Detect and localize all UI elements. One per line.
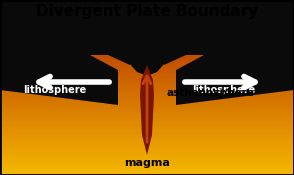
Bar xyxy=(0,127,294,129)
Bar xyxy=(0,145,294,147)
Bar xyxy=(0,87,294,89)
Bar xyxy=(0,57,294,59)
Bar xyxy=(0,109,294,111)
Bar xyxy=(0,83,294,85)
Bar xyxy=(0,167,294,169)
Bar xyxy=(0,61,294,63)
Bar xyxy=(0,99,294,101)
Polygon shape xyxy=(0,0,148,105)
Bar xyxy=(0,121,294,123)
Text: asthenosphere: asthenosphere xyxy=(166,88,254,98)
Polygon shape xyxy=(129,0,165,76)
Bar xyxy=(0,85,294,87)
Polygon shape xyxy=(146,0,294,105)
Bar xyxy=(0,79,294,81)
Bar xyxy=(0,113,294,115)
Bar xyxy=(0,81,294,83)
Bar xyxy=(0,115,294,117)
Bar xyxy=(0,123,294,125)
Bar xyxy=(0,117,294,119)
Bar xyxy=(0,75,294,77)
Bar xyxy=(0,131,294,133)
Polygon shape xyxy=(140,65,154,155)
Bar xyxy=(0,139,294,141)
Bar xyxy=(0,91,294,93)
Bar xyxy=(0,155,294,157)
Bar xyxy=(0,135,294,137)
Bar xyxy=(0,149,294,151)
Bar xyxy=(0,107,294,109)
Bar xyxy=(0,55,294,57)
Bar xyxy=(0,69,294,71)
Bar xyxy=(0,67,294,69)
Bar xyxy=(0,89,294,91)
Bar xyxy=(0,77,294,79)
Bar xyxy=(0,165,294,167)
Bar xyxy=(0,171,294,173)
Bar xyxy=(0,59,294,61)
Text: Divergent Plate Boundary: Divergent Plate Boundary xyxy=(36,4,258,19)
Text: magma: magma xyxy=(124,158,170,168)
Bar xyxy=(0,103,294,105)
Bar xyxy=(0,71,294,73)
Text: lithosphere: lithosphere xyxy=(24,85,87,95)
Bar xyxy=(0,125,294,127)
Bar xyxy=(0,129,294,131)
Bar xyxy=(0,151,294,153)
Bar xyxy=(0,63,294,65)
Bar xyxy=(0,97,294,99)
Bar xyxy=(0,137,294,139)
Bar xyxy=(0,163,294,165)
Bar xyxy=(0,73,294,75)
Bar xyxy=(0,153,294,155)
Bar xyxy=(0,93,294,95)
Bar xyxy=(0,161,294,163)
Bar xyxy=(0,147,294,149)
Bar xyxy=(0,105,294,107)
Bar xyxy=(0,169,294,171)
Text: lithosphere: lithosphere xyxy=(192,85,255,95)
Bar xyxy=(0,65,294,67)
Bar xyxy=(0,0,294,55)
Bar xyxy=(0,173,294,175)
Bar xyxy=(0,157,294,159)
Bar xyxy=(0,111,294,113)
Bar xyxy=(0,119,294,121)
Bar xyxy=(0,143,294,145)
Bar xyxy=(0,95,294,97)
Bar xyxy=(0,101,294,103)
Bar xyxy=(0,141,294,143)
Bar xyxy=(0,133,294,135)
Bar xyxy=(0,159,294,161)
